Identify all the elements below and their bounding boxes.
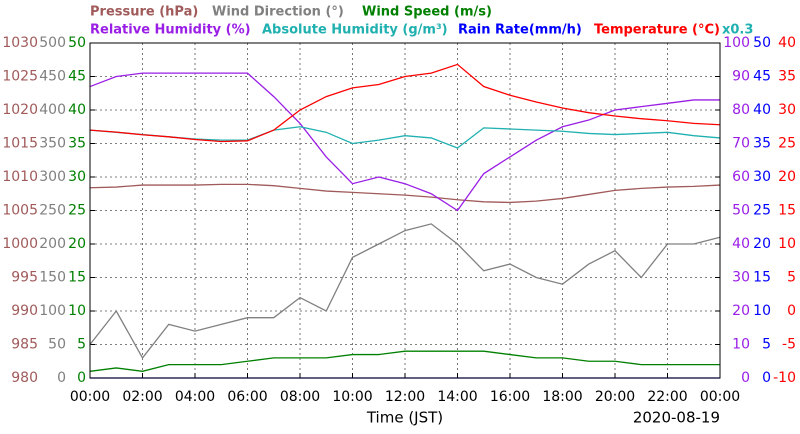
y-tick-label: 5 bbox=[762, 337, 771, 353]
y-tick-label: 20 bbox=[68, 236, 86, 252]
y-tick-label: 1025 bbox=[2, 69, 38, 85]
x-axis-label: Time (JST) bbox=[366, 409, 443, 427]
y-tick-label: 25 bbox=[778, 136, 796, 152]
x-tick-label: 00:00 bbox=[70, 389, 110, 405]
plot-frame bbox=[89, 42, 721, 379]
y-tick-label: 40 bbox=[753, 102, 771, 118]
legend-entry: Wind Speed (m/s) bbox=[362, 5, 492, 20]
x-tick-label: 04:00 bbox=[175, 389, 215, 405]
y-tick-label: 20 bbox=[753, 236, 771, 252]
y-tick-label: -10 bbox=[773, 370, 796, 386]
y-tick-label: 10 bbox=[732, 337, 750, 353]
x-tick-label: 08:00 bbox=[280, 389, 320, 405]
series-line bbox=[89, 350, 720, 372]
y-tick-label: 80 bbox=[732, 102, 750, 118]
legend-entry: Temperature (°C) bbox=[594, 23, 720, 38]
y-tick-label: 500 bbox=[39, 35, 66, 51]
y-tick-label: 985 bbox=[11, 337, 38, 353]
y-tick-label: 40 bbox=[778, 35, 796, 51]
y-tick-label: 45 bbox=[753, 69, 771, 85]
y-tick-label: 1030 bbox=[2, 35, 38, 51]
y-tick-label: 10 bbox=[778, 236, 796, 252]
y-tick-label: 35 bbox=[753, 136, 771, 152]
y-tick-label: 40 bbox=[732, 236, 750, 252]
legend-entry: Rain Rate(mm/h) bbox=[458, 23, 582, 38]
legend-entry: Absolute Humidity (g/m³) bbox=[262, 23, 448, 38]
y-tick-label: 30 bbox=[732, 270, 750, 286]
y-tick-label: 90 bbox=[732, 69, 750, 85]
y-tick-label: 1005 bbox=[2, 203, 38, 219]
y-tick-label: 35 bbox=[68, 136, 86, 152]
y-tick-label: 25 bbox=[68, 203, 86, 219]
y-tick-label: 35 bbox=[778, 69, 796, 85]
y-tick-label: 5 bbox=[787, 270, 796, 286]
y-tick-label: 15 bbox=[778, 203, 796, 219]
y-tick-label: 50 bbox=[68, 35, 86, 51]
annotation: x0.3 bbox=[722, 23, 753, 38]
series-line bbox=[89, 223, 721, 360]
y-tick-label: 250 bbox=[39, 203, 66, 219]
x-tick-label: 22:00 bbox=[647, 389, 687, 405]
y-tick-label: 350 bbox=[39, 136, 66, 152]
y-tick-label: 990 bbox=[11, 303, 38, 319]
y-tick-label: 300 bbox=[39, 169, 66, 185]
y-tick-label: 30 bbox=[68, 169, 86, 185]
y-tick-label: 1020 bbox=[2, 102, 38, 118]
y-tick-label: 60 bbox=[732, 169, 750, 185]
y-tick-label: 150 bbox=[39, 270, 66, 286]
y-tick-label: 25 bbox=[753, 203, 771, 219]
date-label: 2020-08-19 bbox=[633, 409, 720, 427]
x-tick-label: 06:00 bbox=[227, 389, 267, 405]
y-tick-label: 1010 bbox=[2, 169, 38, 185]
legend-entry: Relative Humidity (%) bbox=[90, 23, 251, 38]
y-tick-label: 50 bbox=[753, 35, 771, 51]
series-line bbox=[89, 72, 720, 212]
y-tick-label: 995 bbox=[11, 270, 38, 286]
y-tick-label: 20 bbox=[778, 169, 796, 185]
y-tick-label: 20 bbox=[732, 303, 750, 319]
y-tick-label: 10 bbox=[753, 303, 771, 319]
x-tick-label: 20:00 bbox=[595, 389, 635, 405]
y-tick-label: 1015 bbox=[2, 136, 38, 152]
y-tick-label: 50 bbox=[732, 203, 750, 219]
legend-entry: Wind Direction (°) bbox=[212, 5, 344, 20]
y-tick-label: 400 bbox=[39, 102, 66, 118]
legend-entry: Pressure (hPa) bbox=[90, 5, 198, 20]
y-tick-label: 980 bbox=[11, 370, 38, 386]
y-tick-label: 450 bbox=[39, 69, 66, 85]
y-tick-label: 0 bbox=[77, 370, 86, 386]
y-tick-label: 0 bbox=[787, 303, 796, 319]
y-tick-label: 0 bbox=[57, 370, 66, 386]
y-tick-label: 30 bbox=[778, 102, 796, 118]
y-tick-label: 100 bbox=[723, 35, 750, 51]
x-tick-label: 16:00 bbox=[490, 389, 530, 405]
y-tick-label: 5 bbox=[77, 337, 86, 353]
x-tick-label: 18:00 bbox=[542, 389, 582, 405]
y-tick-label: -5 bbox=[782, 337, 796, 353]
y-tick-label: 45 bbox=[68, 69, 86, 85]
series-line bbox=[89, 63, 721, 143]
x-tick-label: 12:00 bbox=[385, 389, 425, 405]
y-tick-label: 10 bbox=[68, 303, 86, 319]
y-tick-label: 0 bbox=[762, 370, 771, 386]
x-tick-label: 14:00 bbox=[437, 389, 477, 405]
y-tick-label: 50 bbox=[48, 337, 66, 353]
y-tick-label: 1000 bbox=[2, 236, 38, 252]
y-tick-label: 100 bbox=[39, 303, 66, 319]
x-tick-label: 00:00 bbox=[700, 389, 740, 405]
series-line bbox=[89, 183, 721, 204]
y-tick-label: 15 bbox=[68, 270, 86, 286]
y-tick-label: 30 bbox=[753, 169, 771, 185]
y-tick-label: 200 bbox=[39, 236, 66, 252]
y-tick-label: 0 bbox=[741, 370, 750, 386]
y-tick-label: 40 bbox=[68, 102, 86, 118]
y-tick-label: 15 bbox=[753, 270, 771, 286]
y-tick-label: 70 bbox=[732, 136, 750, 152]
x-tick-label: 02:00 bbox=[122, 389, 162, 405]
x-tick-label: 10:00 bbox=[332, 389, 372, 405]
